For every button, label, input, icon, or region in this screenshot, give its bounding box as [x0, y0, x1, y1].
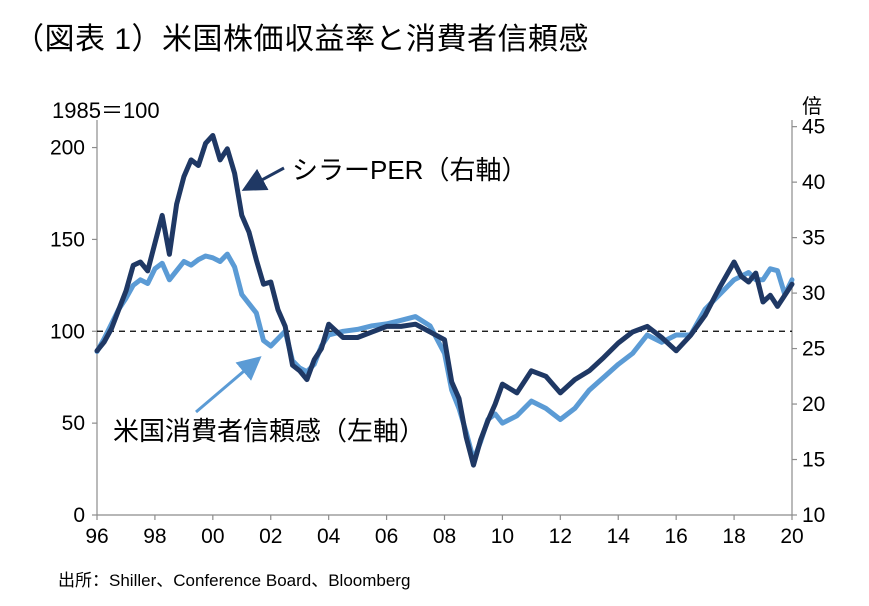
x-axis-tick-label: 10 [491, 525, 514, 548]
right-axis-tick-label: 45 [802, 116, 825, 139]
left-axis-unit: 1985＝100 [52, 98, 160, 123]
x-axis-tick-label: 04 [317, 525, 341, 548]
x-axis-tick-label: 16 [664, 525, 687, 548]
x-axis-tick-label: 06 [375, 525, 398, 548]
right-axis-tick-label: 20 [802, 393, 825, 416]
left-axis-tick-label: 50 [62, 412, 85, 435]
annotation-consumer-confidence: 米国消費者信頼感（左軸） [113, 416, 425, 446]
left-axis-tick-label: 0 [73, 504, 85, 527]
right-axis-tick-label: 30 [802, 282, 825, 305]
right-axis-tick-label: 40 [802, 171, 825, 194]
x-axis-tick-label: 18 [722, 525, 745, 548]
right-axis-tick-label: 10 [802, 504, 825, 527]
x-axis-tick-label: 08 [433, 525, 456, 548]
x-axis-tick-label: 00 [201, 525, 224, 548]
annotation-consumer-confidence-arrow [195, 356, 262, 414]
x-axis-tick-label: 02 [259, 525, 282, 548]
right-axis-unit: 倍 [802, 96, 822, 118]
annotation-shiller-per-arrow [241, 166, 285, 191]
right-axis-tick-label: 15 [802, 449, 825, 472]
right-axis-tick-label: 25 [802, 338, 825, 361]
annotation-shiller-per: シラーPER（右軸） [292, 155, 527, 185]
x-axis-tick-label: 12 [549, 525, 572, 548]
right-axis-tick-label: 35 [802, 227, 825, 250]
chart-title: （図表 1）米国株価収益率と消費者信頼感 [14, 23, 590, 56]
left-axis-tick-label: 150 [50, 228, 85, 251]
left-axis-tick-label: 100 [50, 320, 85, 343]
series-shiller-per-line [94, 133, 795, 468]
x-axis-tick-label: 98 [143, 525, 166, 548]
x-axis-tick-label: 96 [85, 525, 108, 548]
x-axis-tick-label: 14 [607, 525, 631, 548]
left-axis-tick-label: 200 [50, 137, 85, 160]
source-note: 出所：Shiller、Conference Board、Bloomberg [58, 571, 411, 590]
x-axis-tick-label: 20 [780, 525, 803, 548]
